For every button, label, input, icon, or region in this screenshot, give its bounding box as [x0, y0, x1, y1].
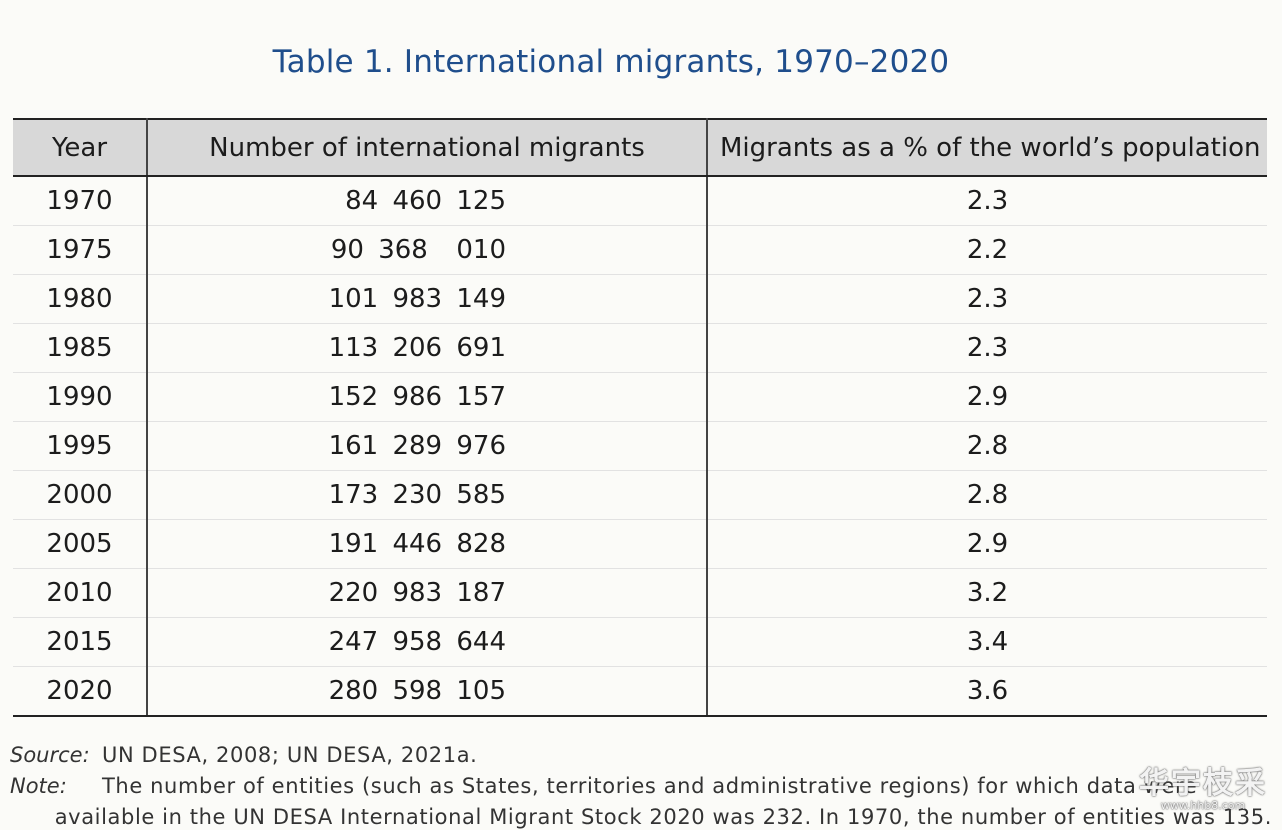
- note-label: Note:: [10, 774, 67, 798]
- cell-migrants: 173 230 585: [147, 470, 708, 520]
- cell-migrants: 101 983 149: [147, 274, 708, 324]
- note-text-line-2: available in the UN DESA International M…: [54, 805, 1272, 829]
- cell-percent: 2.8: [707, 470, 1267, 520]
- cell-percent: 2.3: [707, 176, 1267, 226]
- table-row: 1985 113 206 691 2.3: [13, 323, 1267, 373]
- source-label: Source:: [10, 743, 90, 767]
- note-text-line-1: The number of entities (such as States, …: [102, 774, 1198, 798]
- table-row: 1970 84 460 125 2.3: [13, 176, 1267, 226]
- cell-percent: 3.6: [707, 666, 1267, 717]
- table-row: 2010 220 983 187 3.2: [13, 568, 1267, 618]
- table-row: 2005 191 446 828 2.9: [13, 519, 1267, 569]
- cell-migrants: 152 986 157: [147, 372, 708, 422]
- table-row: 2020 280 598 105 3.6: [13, 666, 1267, 717]
- cell-percent: 2.2: [707, 225, 1267, 275]
- cell-year: 2000: [13, 470, 148, 520]
- cell-year: 2010: [13, 568, 148, 618]
- column-header-migrants: Number of international migrants: [147, 118, 708, 177]
- table-notes: Source: UN DESA, 2008; UN DESA, 2021a. N…: [10, 740, 1272, 830]
- header-row: Year Number of international migrants Mi…: [13, 118, 1267, 177]
- cell-year: 2015: [13, 617, 148, 667]
- migrants-table: Year Number of international migrants Mi…: [13, 118, 1267, 717]
- cell-migrants: 191 446 828: [147, 519, 708, 569]
- cell-migrants: 113 206 691: [147, 323, 708, 373]
- cell-percent: 2.3: [707, 274, 1267, 324]
- cell-year: 1985: [13, 323, 148, 373]
- cell-year: 1970: [13, 176, 148, 226]
- column-header-percent: Migrants as a % of the world’s populatio…: [707, 118, 1267, 177]
- cell-migrants: 220 983 187: [147, 568, 708, 618]
- cell-migrants: 247 958 644: [147, 617, 708, 667]
- cell-year: 1995: [13, 421, 148, 471]
- table-row: 1990 152 986 157 2.9: [13, 372, 1267, 422]
- table-row: 1980 101 983 149 2.3: [13, 274, 1267, 324]
- note-indent: [10, 802, 55, 830]
- cell-year: 2020: [13, 666, 148, 717]
- cell-percent: 2.3: [707, 323, 1267, 373]
- cell-year: 1975: [13, 225, 148, 275]
- source-line: Source: UN DESA, 2008; UN DESA, 2021a.: [10, 740, 1272, 771]
- cell-migrants: 90 368 010: [147, 225, 708, 275]
- cell-year: 1990: [13, 372, 148, 422]
- source-text: UN DESA, 2008; UN DESA, 2021a.: [102, 743, 478, 767]
- note-line-continued: available in the UN DESA International M…: [10, 802, 1272, 830]
- cell-year: 1980: [13, 274, 148, 324]
- table-header: Year Number of international migrants Mi…: [13, 118, 1267, 177]
- column-header-year: Year: [13, 118, 148, 177]
- table-row: 2015 247 958 644 3.4: [13, 617, 1267, 667]
- table-title: Table 1. International migrants, 1970–20…: [272, 44, 950, 80]
- cell-percent: 3.4: [707, 617, 1267, 667]
- note-line: Note: The number of entities (such as St…: [10, 771, 1272, 802]
- cell-percent: 3.2: [707, 568, 1267, 618]
- cell-percent: 2.9: [707, 519, 1267, 569]
- cell-percent: 2.8: [707, 421, 1267, 471]
- cell-migrants: 161 289 976: [147, 421, 708, 471]
- cell-migrants: 84 460 125: [147, 176, 708, 226]
- table-row: 1995 161 289 976 2.8: [13, 421, 1267, 471]
- cell-percent: 2.9: [707, 372, 1267, 422]
- cell-year: 2005: [13, 519, 148, 569]
- table-row: 2000 173 230 585 2.8: [13, 470, 1267, 520]
- table-body: 1970 84 460 125 2.3 1975 90 368 010 2.2 1980 10…: [13, 176, 1267, 717]
- table-row: 1975 90 368 010 2.2: [13, 225, 1267, 275]
- cell-migrants: 280 598 105: [147, 666, 708, 717]
